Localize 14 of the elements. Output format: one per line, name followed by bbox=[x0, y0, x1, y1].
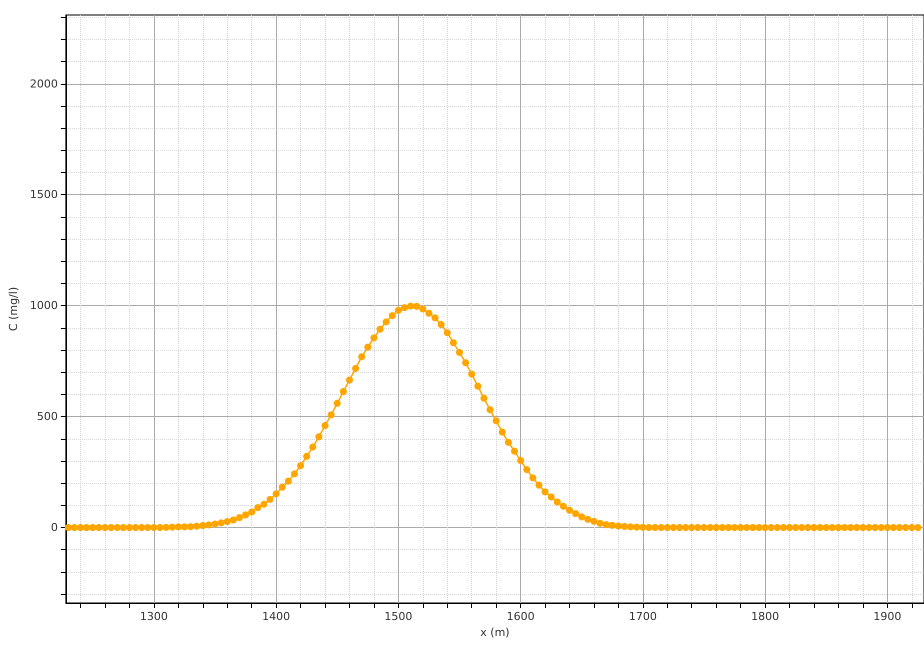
y-tick-label: 1000 bbox=[30, 299, 58, 312]
y-tick-label: 2000 bbox=[30, 77, 58, 90]
y-tick-label: 500 bbox=[36, 410, 58, 424]
x-tick-label: 1600 bbox=[506, 610, 535, 623]
x-tick-label: 1400 bbox=[262, 610, 290, 623]
y-tick-label: 1500 bbox=[30, 188, 58, 202]
x-tick-label: 1500 bbox=[384, 610, 412, 623]
y-axis-title: C (mg/l) bbox=[7, 286, 20, 332]
x-axis-title: x (m) bbox=[480, 626, 510, 639]
y-tick-label: 0 bbox=[50, 521, 58, 534]
x-tick-label: 1300 bbox=[140, 610, 168, 623]
x-tick-label: 1700 bbox=[628, 610, 657, 623]
x-tick-label: 1900 bbox=[873, 610, 902, 623]
x-tick-label: 1800 bbox=[751, 610, 780, 623]
